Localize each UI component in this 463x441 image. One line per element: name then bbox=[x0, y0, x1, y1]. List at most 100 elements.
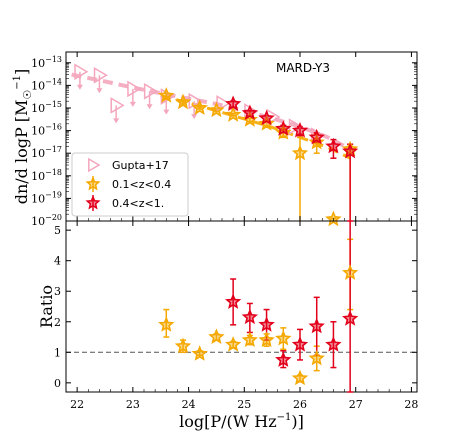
ratio-point-star bbox=[258, 331, 275, 347]
data-point-star bbox=[258, 115, 275, 131]
bottom-y-ticks: 0 1 2 3 4 5 bbox=[54, 224, 417, 390]
data-point-star bbox=[308, 128, 325, 145]
top-y-tick-label: 10−17 bbox=[31, 145, 62, 160]
top-y-tick-label: 10−13 bbox=[31, 55, 62, 70]
top-y-tick-label: 10−18 bbox=[31, 168, 62, 183]
ratio-point-star bbox=[258, 316, 275, 332]
upper-limit-arrowhead bbox=[76, 84, 83, 90]
upper-limit-arrowhead bbox=[191, 114, 198, 120]
x-tick-label: 25 bbox=[237, 398, 251, 411]
xlabel-exponent: −1 bbox=[277, 412, 292, 423]
data-point-star bbox=[225, 95, 242, 112]
top-model-curves bbox=[71, 72, 352, 160]
ratio-point-star bbox=[342, 310, 359, 326]
x-tick-label: 27 bbox=[349, 398, 363, 411]
data-point-star bbox=[225, 106, 242, 122]
legend-items: Gupta+17 0.1<z<0.4 0.4<z<1. bbox=[85, 157, 171, 211]
bottom-y-axis-title: Ratio bbox=[37, 285, 56, 328]
model-curve-1 bbox=[160, 94, 351, 160]
ratio-point-star bbox=[308, 317, 325, 334]
ratio-point-star bbox=[275, 351, 292, 367]
bottom-error-bars bbox=[163, 220, 354, 393]
x-tick-label: 24 bbox=[182, 398, 196, 411]
x-tick-label: 22 bbox=[70, 398, 84, 411]
legend-label: 0.4<z<1. bbox=[112, 197, 164, 210]
ratio-point-star bbox=[191, 345, 208, 361]
upper-limit-arrowhead bbox=[96, 88, 103, 94]
legend-marker-star bbox=[85, 195, 101, 210]
bottom-y-tick-label: 5 bbox=[54, 224, 61, 237]
upper-limit-arrowhead bbox=[129, 101, 136, 107]
data-point-star bbox=[174, 93, 192, 110]
legend-label: Gupta+17 bbox=[112, 159, 169, 172]
ratio-point-star bbox=[325, 336, 342, 352]
ratio-point-star bbox=[174, 337, 192, 354]
svg-text:log[P/(W Hz−1)]: log[P/(W Hz−1)] bbox=[179, 412, 304, 431]
bottom-y-tick-label: 3 bbox=[54, 285, 61, 298]
legend-marker-star bbox=[85, 176, 101, 191]
ratio-point-star bbox=[158, 316, 175, 332]
svg-text:dn/d logP [M☉−1]: dn/d logP [M☉−1] bbox=[12, 69, 34, 205]
legend-box bbox=[71, 152, 189, 217]
ratio-point-star bbox=[241, 308, 258, 325]
upper-limit-arrowhead bbox=[163, 109, 170, 115]
data-point-triangle bbox=[74, 63, 89, 81]
xlabel-main: log[P/(W Hz bbox=[179, 412, 277, 431]
ratio-point-star bbox=[275, 330, 292, 346]
ratio-point-star bbox=[208, 328, 225, 344]
top-markers bbox=[74, 63, 359, 227]
chart-annotation: MARD-Y3 bbox=[276, 61, 330, 75]
ratio-point-star bbox=[241, 331, 258, 347]
ylabel-prefix: dn/d logP [M bbox=[12, 100, 31, 205]
top-panel: 10−20 10−19 10−18 10−17 10−16 10−15 10−14 10−13… bbox=[31, 51, 418, 228]
data-point-triangle bbox=[143, 82, 159, 100]
data-point-star bbox=[241, 111, 258, 127]
data-point-triangle bbox=[110, 97, 125, 114]
ylabel-bracket: ] bbox=[12, 69, 31, 75]
data-point-star bbox=[325, 137, 342, 154]
x-tick-label: 26 bbox=[293, 398, 307, 411]
bottom-x-ticks: 22 23 24 25 26 27 28 bbox=[65, 221, 418, 411]
data-point-triangle bbox=[93, 66, 108, 84]
ratio-point-star bbox=[308, 349, 325, 366]
bottom-y-tick-label: 4 bbox=[54, 255, 61, 268]
data-point-star bbox=[258, 109, 275, 126]
ylabel-exponent: −1 bbox=[12, 75, 23, 90]
bottom-y-tick-label: 1 bbox=[54, 346, 61, 359]
ratio-point-star bbox=[291, 336, 309, 352]
top-y-tick-label: 10−20 bbox=[31, 213, 62, 228]
bottom-plot-frame bbox=[65, 220, 418, 393]
ratio-point-star bbox=[224, 293, 242, 309]
xlabel-close: )] bbox=[291, 412, 303, 431]
data-point-star bbox=[191, 99, 208, 115]
x-tick-label: 23 bbox=[126, 398, 140, 411]
data-point-star bbox=[291, 122, 309, 138]
top-y-axis-title: dn/d logP [M☉−1] bbox=[12, 69, 34, 205]
top-y-tick-label: 10−15 bbox=[31, 100, 62, 115]
data-point-star bbox=[241, 104, 258, 121]
data-point-star bbox=[158, 87, 175, 103]
x-tick-label: 28 bbox=[404, 398, 418, 411]
data-point-star bbox=[291, 144, 309, 161]
top-y-ticks: 10−20 10−19 10−18 10−17 10−16 10−15 10−14 10−13 bbox=[31, 55, 417, 228]
bottom-markers bbox=[158, 264, 359, 386]
x-axis-title: log[P/(W Hz−1)] bbox=[179, 412, 304, 431]
data-point-star bbox=[275, 120, 292, 136]
data-point-star bbox=[342, 142, 359, 159]
ratio-point-star bbox=[225, 336, 242, 352]
top-y-tick-label: 10−16 bbox=[31, 123, 62, 138]
legend-marker-triangle bbox=[88, 157, 101, 173]
data-point-star bbox=[308, 133, 325, 150]
bottom-y-tick-label: 2 bbox=[54, 316, 61, 329]
data-point-star bbox=[208, 101, 225, 118]
legend: Gupta+17 0.1<z<0.4 0.4<z<1. bbox=[71, 152, 189, 217]
ylabel-sun-subscript: ☉ bbox=[21, 90, 34, 100]
bottom-y-tick-label: 0 bbox=[54, 377, 61, 390]
top-y-tick-label: 10−14 bbox=[31, 77, 62, 92]
upper-limit-arrowhead bbox=[146, 104, 153, 110]
upper-limit-arrowhead bbox=[113, 118, 120, 124]
legend-label: 0.1<z<0.4 bbox=[112, 178, 171, 191]
